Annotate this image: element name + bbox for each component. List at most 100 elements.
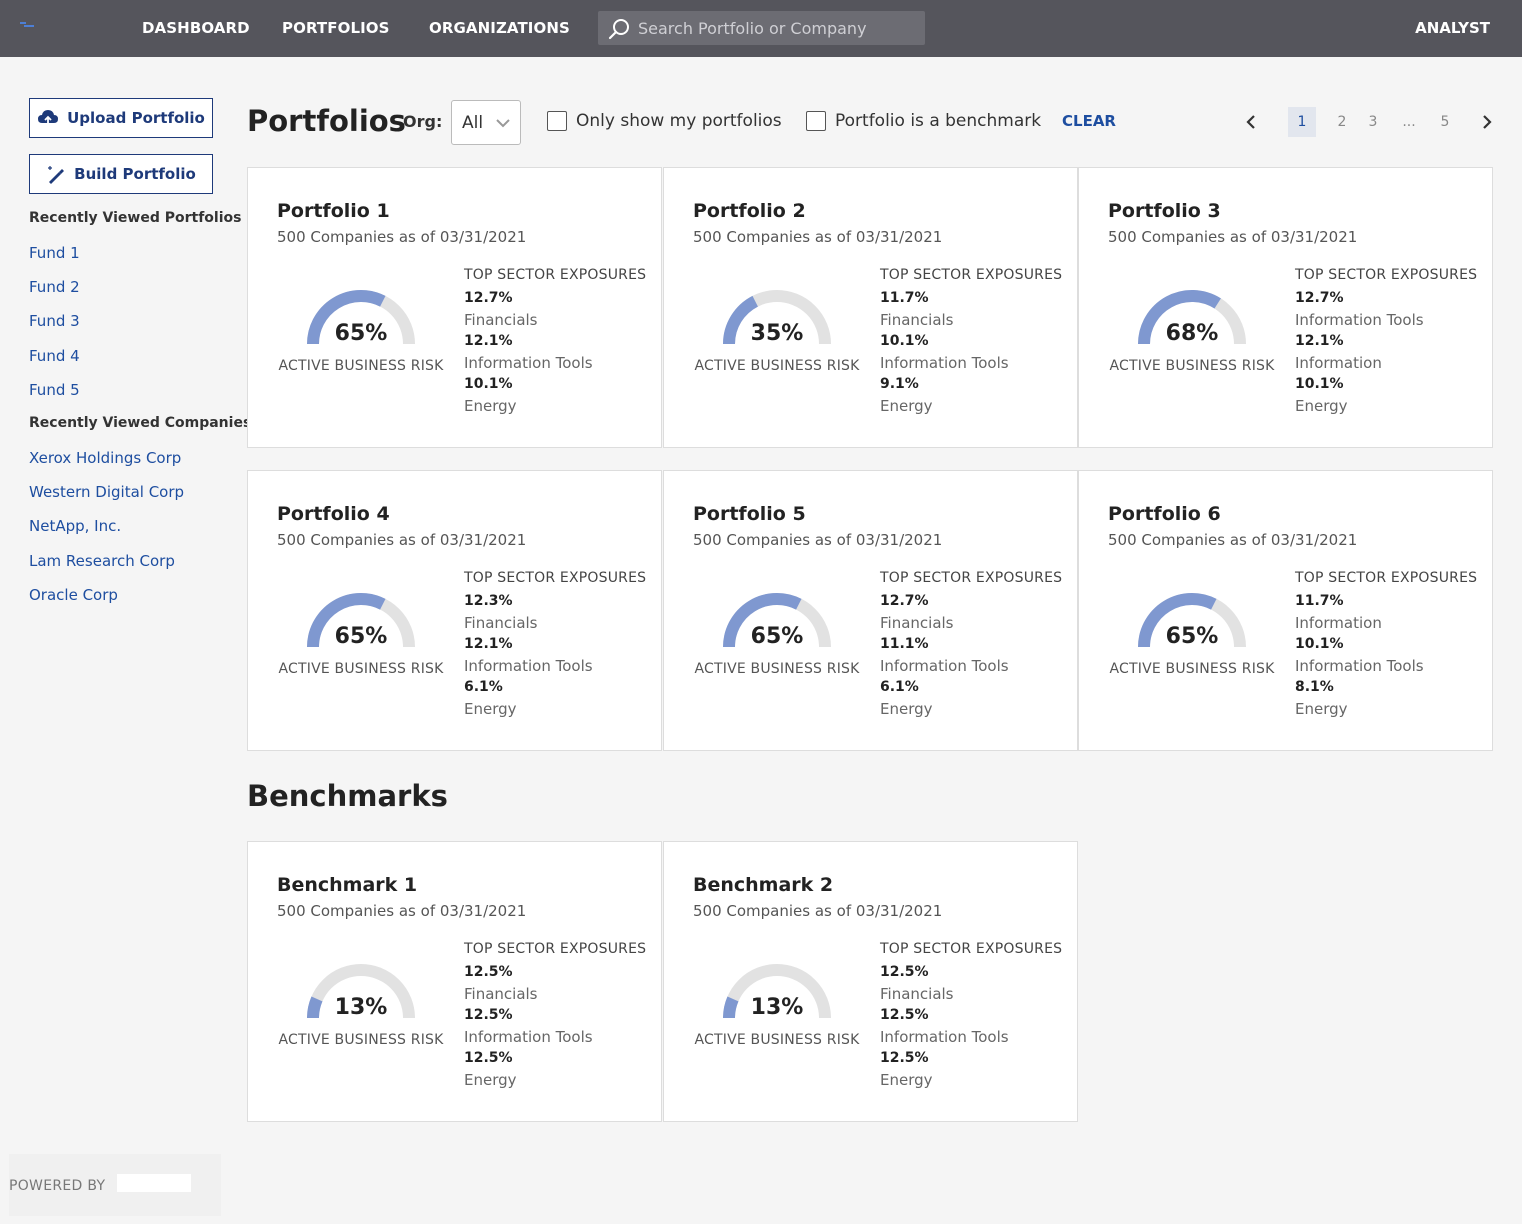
sector-value: 12.5%	[880, 1050, 929, 1066]
upload-portfolio-button[interactable]: Upload Portfolio	[29, 98, 213, 138]
card-title[interactable]: Portfolio 5	[693, 503, 806, 525]
cloud-upload-icon	[38, 110, 59, 127]
org-select-value: All	[462, 113, 484, 133]
only-my-portfolios-checkbox[interactable]: Only show my portfolios	[547, 111, 782, 131]
risk-percentage: 65%	[334, 624, 388, 649]
portfolio-card[interactable]: Portfolio 6 500 Companies as of 03/31/20…	[1078, 470, 1493, 751]
sector-name: Energy	[1295, 700, 1348, 718]
sector-name: Information	[1295, 354, 1382, 372]
org-filter-label: Org:	[403, 112, 443, 131]
risk-gauge	[1138, 593, 1246, 648]
sector-heading: TOP SECTOR EXPOSURES	[464, 267, 647, 283]
recent-companies-heading: Recently Viewed Companies	[29, 415, 252, 431]
sector-name: Information Tools	[464, 354, 593, 372]
card-title[interactable]: Portfolio 2	[693, 200, 806, 222]
search-input[interactable]	[638, 11, 918, 45]
page-button-3[interactable]: 3	[1368, 114, 1378, 130]
sector-name: Energy	[464, 700, 517, 718]
recent-portfolio-link[interactable]: Fund 2	[29, 278, 80, 296]
sector-heading: TOP SECTOR EXPOSURES	[1295, 570, 1478, 586]
card-title[interactable]: Portfolio 6	[1108, 503, 1221, 525]
risk-percentage: 13%	[750, 995, 804, 1020]
gauge-fill	[307, 593, 386, 648]
portfolio-card[interactable]: Portfolio 5 500 Companies as of 03/31/20…	[663, 470, 1078, 751]
recent-company-link[interactable]: Western Digital Corp	[29, 483, 185, 501]
sector-heading: TOP SECTOR EXPOSURES	[1295, 267, 1478, 283]
sector-value: 10.1%	[1295, 376, 1344, 392]
sector-name: Information Tools	[880, 657, 1009, 675]
sector-name: Information Tools	[1295, 311, 1424, 329]
sector-value: 6.1%	[880, 679, 919, 695]
checkbox-box[interactable]	[806, 111, 826, 131]
card-title[interactable]: Benchmark 1	[277, 874, 418, 896]
recent-portfolio-link[interactable]: Fund 4	[29, 347, 80, 365]
card-title[interactable]: Portfolio 3	[1108, 200, 1221, 222]
user-menu[interactable]: ANALYST	[1415, 19, 1490, 37]
nav-organizations[interactable]: ORGANIZATIONS	[429, 19, 570, 37]
build-portfolio-label: Build Portfolio	[74, 165, 196, 183]
benchmark-checkbox[interactable]: Portfolio is a benchmark	[806, 111, 1041, 131]
brand-logo[interactable]	[20, 22, 34, 27]
portfolio-card[interactable]: Portfolio 3 500 Companies as of 03/31/20…	[1078, 167, 1493, 448]
partner-logo	[117, 1174, 191, 1192]
gauge-track	[307, 964, 415, 1019]
page-button-5[interactable]: 5	[1440, 114, 1450, 130]
page-button-2[interactable]: 2	[1337, 114, 1347, 130]
sector-value: 12.5%	[880, 964, 929, 980]
risk-gauge	[723, 964, 831, 1019]
sector-value: 12.5%	[880, 1007, 929, 1023]
sector-value: 12.3%	[464, 593, 513, 609]
sector-value: 6.1%	[464, 679, 503, 695]
risk-label: ACTIVE BUSINESS RISK	[1109, 661, 1275, 677]
gauge-fill	[307, 290, 386, 345]
gauge-fill	[723, 593, 802, 648]
risk-label: ACTIVE BUSINESS RISK	[694, 358, 860, 374]
portfolio-card[interactable]: Portfolio 4 500 Companies as of 03/31/20…	[247, 470, 662, 751]
clear-filters-button[interactable]: CLEAR	[1062, 112, 1116, 130]
nav-portfolios[interactable]: PORTFOLIOS	[282, 19, 390, 37]
pagination-next-button[interactable]	[1476, 107, 1498, 137]
card-title[interactable]: Portfolio 4	[277, 503, 390, 525]
pagination-prev-button[interactable]	[1240, 107, 1262, 137]
risk-percentage: 35%	[750, 321, 804, 346]
recent-portfolio-link[interactable]: Fund 3	[29, 312, 80, 330]
card-subtitle: 500 Companies as of 03/31/2021	[693, 228, 943, 246]
sector-value: 10.1%	[880, 333, 929, 349]
page-ellipsis: ...	[1402, 114, 1416, 130]
org-select[interactable]: All	[451, 100, 521, 145]
benchmark-card[interactable]: Benchmark 1 500 Companies as of 03/31/20…	[247, 841, 662, 1122]
portfolio-card[interactable]: Portfolio 1 500 Companies as of 03/31/20…	[247, 167, 662, 448]
gauge-fill	[723, 295, 759, 345]
sector-name: Information Tools	[880, 354, 1009, 372]
risk-label: ACTIVE BUSINESS RISK	[1109, 358, 1275, 374]
search-icon	[608, 19, 629, 40]
card-title[interactable]: Benchmark 2	[693, 874, 834, 896]
risk-gauge	[723, 290, 831, 345]
portfolio-card[interactable]: Portfolio 2 500 Companies as of 03/31/20…	[663, 167, 1078, 448]
magic-wand-icon	[48, 166, 65, 184]
risk-gauge	[307, 290, 415, 345]
benchmark-card[interactable]: Benchmark 2 500 Companies as of 03/31/20…	[663, 841, 1078, 1122]
page-button-1[interactable]: 1	[1288, 107, 1316, 137]
benchmark-label: Portfolio is a benchmark	[835, 111, 1042, 131]
sector-name: Financials	[880, 614, 954, 632]
build-portfolio-button[interactable]: Build Portfolio	[29, 154, 213, 194]
risk-percentage: 65%	[1165, 624, 1219, 649]
risk-gauge	[307, 964, 415, 1019]
recent-company-link[interactable]: Lam Research Corp	[29, 552, 175, 570]
sector-value: 10.1%	[464, 376, 513, 392]
sector-name: Information Tools	[1295, 657, 1424, 675]
recent-portfolio-link[interactable]: Fund 1	[29, 244, 80, 262]
recent-company-link[interactable]: NetApp, Inc.	[29, 517, 122, 535]
gauge-fill	[1138, 290, 1221, 345]
risk-gauge	[1138, 290, 1246, 345]
checkbox-box[interactable]	[547, 111, 567, 131]
recent-company-link[interactable]: Xerox Holdings Corp	[29, 449, 182, 467]
recent-portfolio-link[interactable]: Fund 5	[29, 381, 80, 399]
sector-value: 9.1%	[880, 376, 919, 392]
card-title[interactable]: Portfolio 1	[277, 200, 390, 222]
sector-value: 12.1%	[464, 636, 513, 652]
risk-label: ACTIVE BUSINESS RISK	[694, 661, 860, 677]
recent-company-link[interactable]: Oracle Corp	[29, 586, 118, 604]
nav-dashboard[interactable]: DASHBOARD	[142, 19, 250, 37]
